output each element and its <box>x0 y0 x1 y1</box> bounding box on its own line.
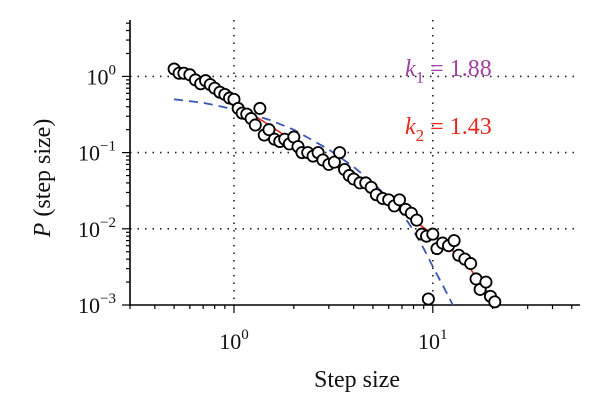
y-axis-label-var: P <box>30 222 56 238</box>
y-tick-exp: −1 <box>100 139 116 155</box>
x-tick-label-0: 100 <box>219 327 249 354</box>
data-point <box>392 193 406 207</box>
annotation-sub: 2 <box>416 126 425 145</box>
data-point <box>327 155 341 169</box>
data-point <box>447 234 461 248</box>
y-tick-label-3: 100 <box>87 62 117 89</box>
data-point <box>426 227 440 241</box>
y-axis-label: P (step size) <box>30 119 56 239</box>
y-tick-exp: −3 <box>100 291 116 307</box>
y-tick-base: 10 <box>78 217 100 242</box>
data-point <box>253 101 267 115</box>
annotation-sub: 1 <box>416 68 425 87</box>
annotation-k2: k2 = 1.43 <box>405 114 492 145</box>
data-point <box>488 295 502 309</box>
annotation-k1: k1 = 1.88 <box>405 56 492 87</box>
x-tick-exp: 1 <box>440 327 448 343</box>
y-tick-label-0: 10−3 <box>78 291 116 318</box>
y-axis-label-rest: (step size) <box>30 119 56 223</box>
x-tick-base: 10 <box>418 329 440 354</box>
x-axis-label: Step size <box>314 367 400 393</box>
axes <box>129 20 580 306</box>
annotation-value: = 1.88 <box>424 56 492 82</box>
y-tick-base: 10 <box>78 141 100 166</box>
grid <box>130 20 580 305</box>
y-tick-label-1: 10−2 <box>78 215 116 242</box>
solid-fit-line <box>173 69 494 300</box>
data-point <box>333 146 347 160</box>
data-point <box>248 118 262 132</box>
fit-lines <box>173 69 494 305</box>
data-point <box>479 275 493 289</box>
y-tick-exp: 0 <box>109 62 117 78</box>
annotation-var: k <box>405 56 416 82</box>
annotation-value: = 1.43 <box>424 114 492 140</box>
labels: Step size P (step size) <box>30 119 400 393</box>
y-tick-label-2: 10−1 <box>78 139 116 166</box>
x-tick-label-1: 101 <box>418 327 448 354</box>
data-point <box>410 213 424 227</box>
y-tick-base: 10 <box>87 64 109 89</box>
x-tick-base: 10 <box>219 329 241 354</box>
data-point <box>421 292 435 306</box>
y-tick-base: 10 <box>78 293 100 318</box>
y-tick-exp: −2 <box>100 215 116 231</box>
data-point <box>262 123 276 137</box>
data-points <box>167 62 502 309</box>
annotation-var: k <box>405 114 416 140</box>
x-tick-exp: 0 <box>241 327 249 343</box>
data-point <box>464 257 478 271</box>
